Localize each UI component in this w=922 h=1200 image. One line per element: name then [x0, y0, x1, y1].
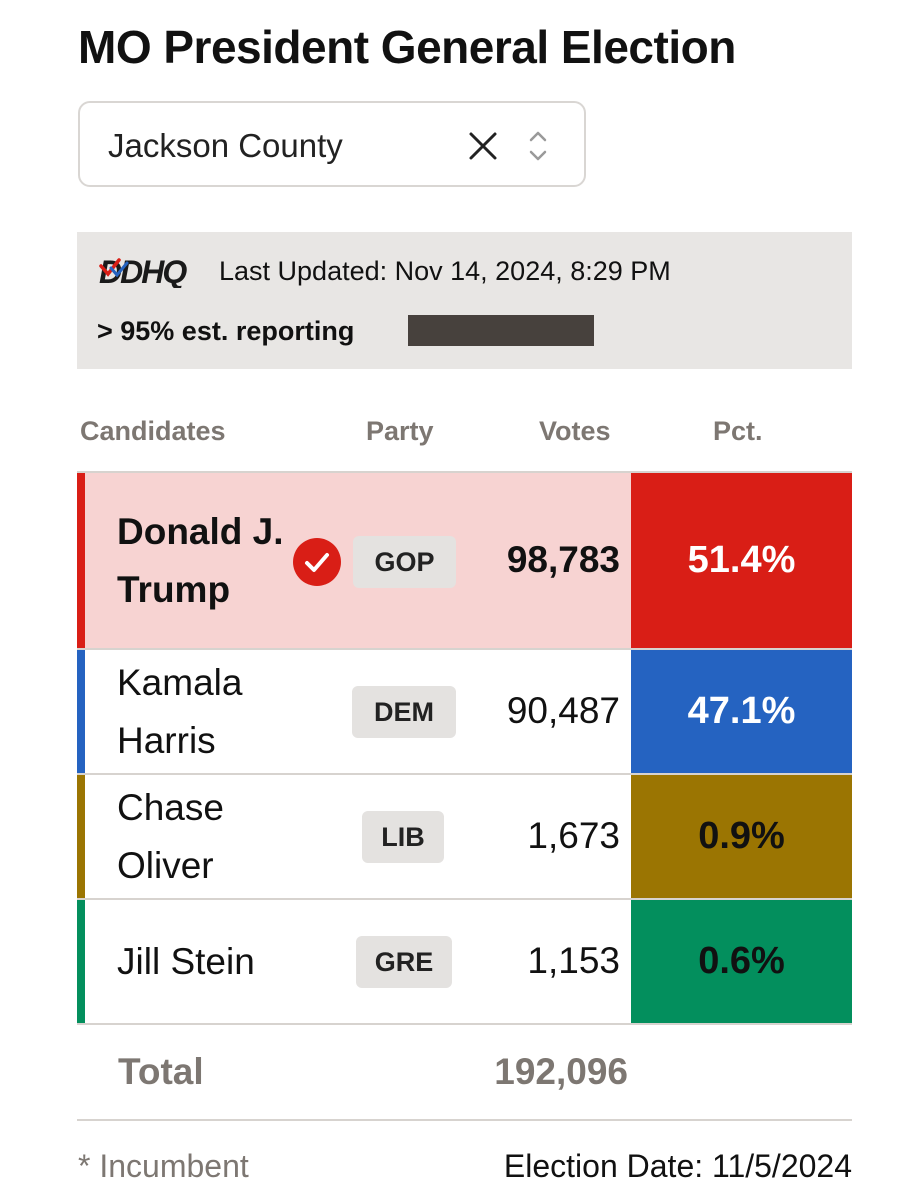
- vote-percent: 0.6%: [631, 900, 852, 1023]
- header-candidates: Candidates: [80, 416, 226, 446]
- status-panel: DDHQ Last Updated: Nov 14, 2024, 8:29 PM…: [77, 232, 852, 369]
- party-badge: LIB: [362, 811, 444, 863]
- last-updated: Last Updated: Nov 14, 2024, 8:29 PM: [219, 256, 671, 286]
- reporting-progress-bar: [408, 315, 604, 346]
- winner-check-icon: [293, 538, 341, 586]
- party-badge: DEM: [352, 686, 456, 738]
- table-row[interactable]: Kamala Harris DEM 90,487 47.1%: [77, 650, 852, 775]
- candidate-name: Donald J. Trump: [117, 510, 284, 610]
- candidate-name: Kamala Harris: [117, 661, 243, 761]
- header-votes: Votes: [539, 416, 611, 446]
- county-select[interactable]: Jackson County: [78, 101, 586, 187]
- results-table: Donald J. Trump GOP 98,783 51.4% Kamala …: [77, 471, 852, 1025]
- vote-percent: 47.1%: [631, 650, 852, 773]
- chevron-up-down-icon[interactable]: [526, 128, 550, 164]
- vote-percent: 0.9%: [631, 775, 852, 898]
- vote-count: 98,783: [506, 539, 620, 580]
- table-row[interactable]: Donald J. Trump GOP 98,783 51.4%: [77, 473, 852, 650]
- total-votes: 192,096: [494, 1051, 628, 1092]
- county-select-value: Jackson County: [108, 127, 343, 164]
- election-date: Election Date: 11/5/2024: [503, 1148, 852, 1184]
- party-color-bar: [77, 775, 85, 898]
- vote-count: 1,153: [527, 940, 620, 981]
- party-color-bar: [77, 650, 85, 773]
- party-badge: GOP: [353, 536, 456, 588]
- party-color-bar: [77, 900, 85, 1023]
- header-pct: Pct.: [713, 416, 763, 446]
- divider: [77, 1119, 852, 1121]
- party-color-bar: [77, 473, 85, 648]
- header-party: Party: [366, 416, 434, 446]
- reporting-status: > 95% est. reporting: [97, 316, 355, 346]
- party-badge: GRE: [356, 936, 452, 988]
- close-icon[interactable]: [467, 130, 499, 162]
- ddhq-logo: DDHQ: [99, 254, 189, 288]
- vote-count: 90,487: [506, 690, 620, 731]
- candidate-name: Jill Stein: [117, 940, 255, 982]
- candidate-name: Chase Oliver: [117, 786, 224, 886]
- incumbent-note: * Incumbent: [78, 1148, 249, 1184]
- reporting-progress-fill: [408, 315, 595, 346]
- page-title: MO President General Election: [78, 21, 736, 73]
- table-row[interactable]: Jill Stein GRE 1,153 0.6%: [77, 900, 852, 1025]
- table-row[interactable]: Chase Oliver LIB 1,673 0.9%: [77, 775, 852, 900]
- total-label: Total: [118, 1051, 204, 1092]
- vote-count: 1,673: [527, 815, 620, 856]
- vote-percent: 51.4%: [631, 473, 852, 648]
